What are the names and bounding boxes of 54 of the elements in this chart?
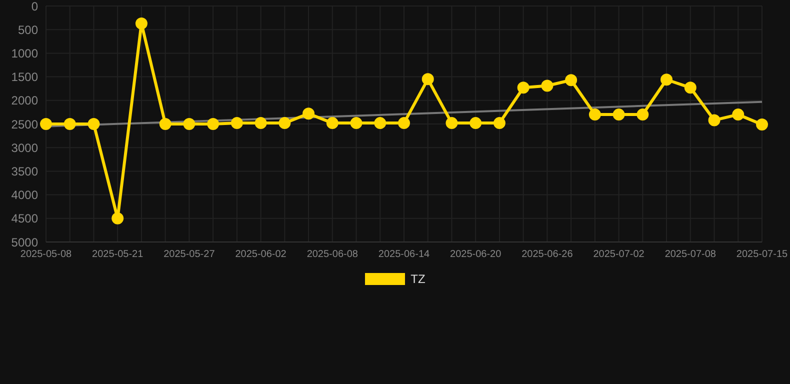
point bbox=[302, 108, 315, 120]
y-tick-label: 3000 bbox=[11, 140, 38, 155]
point bbox=[636, 108, 649, 121]
point bbox=[159, 118, 172, 130]
y-tick-label: 3500 bbox=[11, 164, 38, 178]
y-tick-label: 2000 bbox=[11, 94, 38, 108]
point bbox=[230, 117, 243, 130]
point bbox=[350, 117, 362, 130]
y-tick-label: 1500 bbox=[11, 70, 38, 84]
y-tick-label: 5000 bbox=[11, 235, 38, 250]
point bbox=[565, 74, 578, 86]
point bbox=[40, 118, 52, 130]
y-tick-label: 2500 bbox=[11, 117, 38, 132]
point bbox=[64, 118, 76, 130]
point bbox=[470, 117, 482, 130]
point bbox=[422, 73, 434, 86]
x-tick-label: 2025-05-21 bbox=[92, 249, 144, 260]
legend-label: TZ bbox=[410, 272, 426, 286]
point bbox=[732, 108, 744, 121]
point bbox=[278, 117, 291, 130]
point bbox=[326, 117, 338, 130]
point bbox=[493, 117, 506, 130]
x-tick-label: 2025-06-02 bbox=[235, 249, 287, 260]
point bbox=[398, 117, 410, 130]
y-tick-label: 1000 bbox=[11, 46, 38, 60]
point bbox=[612, 108, 625, 121]
point bbox=[112, 212, 124, 224]
point bbox=[254, 117, 267, 130]
point bbox=[88, 118, 100, 130]
x-tick-label: 2025-06-20 bbox=[450, 249, 502, 260]
point bbox=[756, 118, 768, 130]
point bbox=[135, 17, 148, 30]
y-tick-label: 4500 bbox=[11, 212, 38, 226]
point bbox=[660, 74, 673, 86]
x-tick-label: 2025-05-08 bbox=[20, 249, 72, 260]
x-tick-label: 2025-06-14 bbox=[378, 249, 430, 260]
y-tick-label: 0 bbox=[31, 0, 38, 14]
point bbox=[708, 114, 720, 126]
x-tick-label: 2025-05-27 bbox=[164, 249, 216, 260]
y-tick-label: 500 bbox=[18, 22, 38, 37]
x-tick-label: 2025-06-26 bbox=[522, 249, 574, 260]
point bbox=[183, 118, 196, 130]
x-tick-label: 2025-07-02 bbox=[593, 249, 645, 260]
point bbox=[517, 82, 530, 94]
point bbox=[684, 82, 696, 94]
point bbox=[541, 80, 554, 92]
x-tick-label: 2025-07-08 bbox=[664, 249, 716, 260]
point bbox=[374, 117, 386, 130]
y-tick-label: 4000 bbox=[11, 188, 38, 202]
x-tick-label: 2025-06-08 bbox=[306, 249, 358, 260]
x-tick-label: 2025-07-15 bbox=[736, 249, 788, 260]
point bbox=[207, 118, 220, 130]
point bbox=[446, 117, 458, 130]
point bbox=[588, 108, 601, 121]
